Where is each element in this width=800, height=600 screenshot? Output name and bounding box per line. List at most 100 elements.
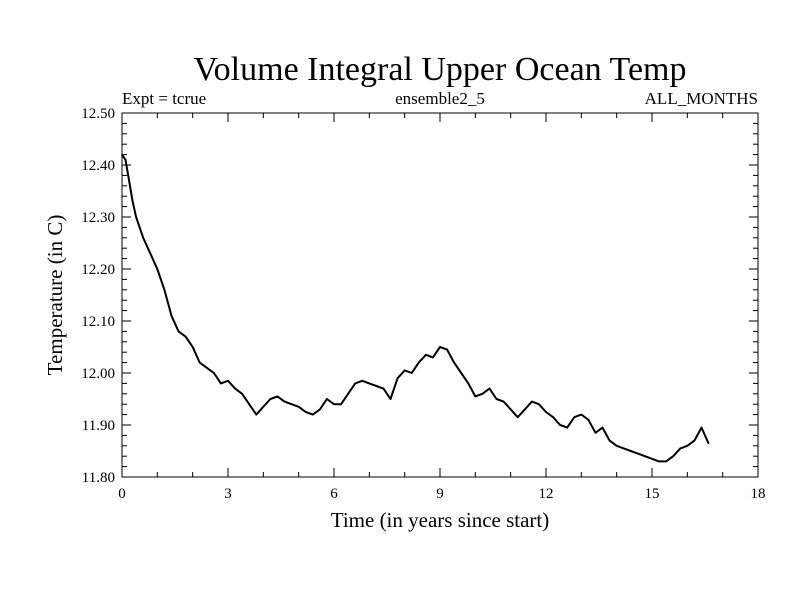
data-point: [368, 382, 371, 385]
series-line: [121, 154, 710, 463]
data-point: [439, 346, 441, 348]
data-point: [467, 382, 470, 385]
data-point: [290, 403, 293, 406]
data-point: [545, 411, 547, 413]
data-point: [644, 455, 646, 458]
data-point: [672, 455, 674, 458]
data-point: [651, 458, 653, 460]
data-point: [425, 354, 427, 356]
x-tick-label: 18: [751, 486, 766, 502]
data-point: [312, 413, 314, 416]
subtitle-center: ensemble2_5: [395, 89, 485, 108]
series-points: [121, 153, 710, 463]
data-point: [686, 445, 689, 447]
data-point: [580, 413, 583, 416]
y-axis-tick-labels: 11.80 11.90 12.00 12.10 12.20 12.30 12.40 12.50: [81, 106, 115, 486]
y-tick-label: 11.80: [82, 470, 115, 486]
data-point: [276, 395, 279, 398]
data-point: [601, 426, 604, 429]
data-point: [538, 403, 540, 406]
data-point: [149, 252, 152, 255]
x-axis-tick-labels: 0 3 6 9 12 15 18: [118, 486, 765, 502]
data-point: [156, 268, 159, 270]
data-point: [262, 406, 265, 408]
data-point: [213, 372, 215, 374]
data-point: [587, 419, 590, 421]
data-point: [234, 387, 236, 390]
data-point: [131, 200, 134, 203]
y-tick-label: 12.10: [81, 314, 115, 330]
data-point: [319, 408, 321, 411]
y-tick-label: 12.30: [81, 210, 115, 226]
data-point: [283, 400, 286, 403]
data-point: [121, 153, 123, 156]
data-point: [177, 330, 180, 333]
data-point: [184, 335, 187, 338]
data-point: [693, 439, 696, 442]
data-point: [255, 413, 258, 416]
data-point: [679, 447, 682, 450]
x-tick-label: 15: [645, 486, 660, 502]
data-point: [594, 432, 597, 434]
data-point: [361, 380, 364, 382]
data-point: [573, 416, 576, 419]
y-tick-label: 12.00: [81, 366, 115, 382]
data-point: [191, 346, 194, 348]
data-point: [142, 237, 144, 239]
data-point: [418, 361, 420, 364]
y-axis-ticks: [122, 112, 758, 478]
data-point: [347, 393, 349, 395]
data-point: [432, 356, 434, 359]
data-point: [630, 450, 632, 452]
data-point: [446, 348, 448, 351]
y-tick-label: 12.50: [81, 106, 115, 122]
data-point: [509, 408, 512, 411]
data-point: [220, 382, 222, 385]
subtitle-left: Expt = tcrue: [122, 89, 206, 108]
data-point: [375, 385, 378, 387]
data-point: [389, 398, 392, 400]
data-point: [410, 372, 413, 374]
data-point: [474, 395, 477, 398]
data-point: [622, 447, 625, 450]
y-tick-label: 12.20: [81, 262, 115, 278]
data-point: [559, 424, 561, 426]
data-point: [495, 398, 498, 400]
data-point: [658, 460, 660, 463]
data-point: [241, 393, 243, 395]
data-point: [227, 380, 229, 382]
data-point: [488, 387, 491, 390]
data-point: [269, 398, 272, 400]
data-point: [502, 400, 505, 403]
data-point: [700, 426, 703, 429]
data-point: [354, 382, 357, 385]
data-point: [382, 387, 385, 390]
data-point: [206, 367, 208, 369]
data-point: [531, 400, 533, 403]
x-tick-label: 0: [118, 486, 126, 502]
data-point: [304, 411, 307, 413]
chart-title: Volume Integral Upper Ocean Temp: [194, 51, 687, 88]
subtitle-right: ALL_MONTHS: [645, 89, 758, 108]
data-point: [396, 377, 399, 380]
y-tick-label: 12.40: [81, 158, 115, 174]
data-point: [524, 408, 526, 411]
data-point: [707, 442, 710, 445]
x-axis-ticks: [121, 113, 759, 477]
data-point: [665, 460, 667, 463]
data-point: [170, 315, 173, 317]
data-point: [340, 403, 342, 406]
data-point: [248, 403, 250, 406]
data-point: [403, 369, 406, 372]
x-tick-label: 12: [539, 486, 554, 502]
data-point: [124, 159, 127, 161]
y-tick-label: 11.90: [82, 418, 115, 434]
data-point: [333, 403, 335, 406]
data-point: [453, 361, 455, 364]
x-tick-label: 6: [330, 486, 338, 502]
data-point: [135, 216, 137, 218]
data-point: [615, 445, 618, 447]
x-axis-label: Time (in years since start): [331, 508, 550, 532]
data-point: [297, 406, 300, 408]
